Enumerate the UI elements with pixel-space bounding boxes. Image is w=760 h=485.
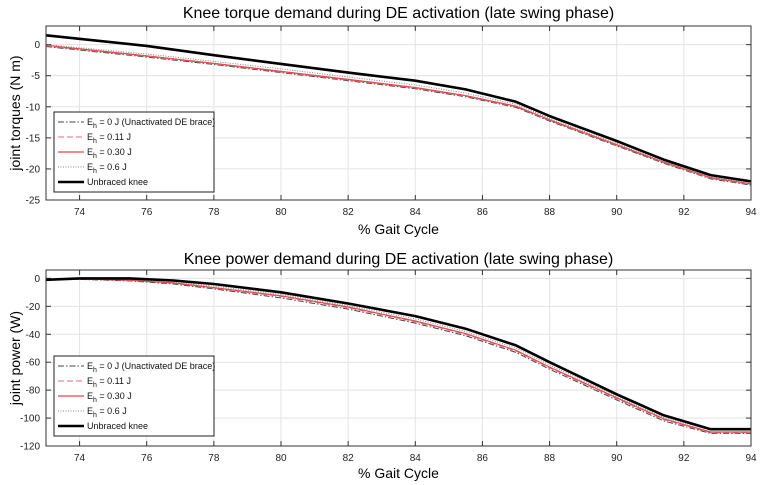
legend-rest: = 0.6 J — [97, 406, 127, 416]
legend-main: E — [87, 132, 93, 142]
legend-rest: = 0.11 J — [97, 132, 131, 142]
legend: Eh = 0 J (Unactivated DE brace)Eh = 0.11… — [53, 355, 215, 437]
y-tick-label: 0 — [34, 274, 40, 285]
legend-rest: = 0.6 J — [97, 162, 127, 172]
x-tick-label: 80 — [275, 453, 287, 464]
x-tick-label: 82 — [343, 453, 355, 464]
legend-rest: = 0.30 J — [97, 147, 132, 157]
legend-subscript: h — [93, 397, 97, 404]
y-tick-label: -80 — [26, 386, 41, 397]
legend-main: E — [87, 162, 93, 172]
y-axis-label: joint torques (N m) — [7, 55, 23, 171]
x-tick-label: 78 — [208, 453, 220, 464]
x-tick-label: 74 — [74, 207, 86, 218]
series-line-3 — [45, 44, 752, 184]
x-axis-label: % Gait Cycle — [358, 221, 439, 237]
x-tick-label: 84 — [410, 453, 422, 464]
legend-rest: = 0 J (Unactivated DE brace) — [97, 117, 215, 127]
x-tick-label: 94 — [745, 453, 757, 464]
x-axis-label: % Gait Cycle — [358, 465, 439, 481]
legend-entry-2: Eh = 0.30 J — [87, 147, 132, 160]
legend-main: Unbraced knee — [87, 421, 148, 431]
x-tick-label: 76 — [141, 453, 153, 464]
axes-frame — [45, 25, 752, 201]
y-tick-label: -20 — [26, 164, 41, 175]
chart-panel-1: 74 76 78 80 82 84 86 88 90 92 94 0 -20 -40 -60 -80 -100 -… — [7, 251, 757, 481]
x-tick-label: 82 — [343, 207, 355, 218]
legend-subscript: h — [93, 153, 97, 160]
legend-entry-0: Eh = 0 J (Unactivated DE brace) — [87, 117, 215, 130]
x-tick-label: 92 — [678, 207, 690, 218]
legend-entry-1: Eh = 0.11 J — [87, 132, 131, 145]
legend-entry-4: Unbraced knee — [87, 421, 148, 431]
legend-entry-0: Eh = 0 J (Unactivated DE brace) — [87, 361, 215, 374]
x-tick-label: 94 — [745, 207, 757, 218]
legend-rest: = 0.11 J — [97, 376, 131, 386]
legend-subscript: h — [93, 367, 97, 374]
y-tick-label: -60 — [26, 358, 41, 369]
legend-entry-2: Eh = 0.30 J — [87, 391, 132, 404]
legend-main: E — [87, 117, 93, 127]
chart-panel-0: 74 76 78 80 82 84 86 88 90 92 94 0 -5 -10 -15 -20 -25 Kne… — [7, 5, 757, 237]
legend-main: Unbraced knee — [87, 177, 148, 187]
series-line-4 — [45, 34, 752, 183]
legend-entry-3: Eh = 0.6 J — [87, 162, 127, 175]
legend-subscript: h — [93, 138, 97, 145]
y-tick-label: -10 — [26, 102, 41, 113]
x-tick-label: 88 — [544, 207, 556, 218]
legend-subscript: h — [93, 168, 97, 175]
y-tick-label: -15 — [26, 133, 41, 144]
chart-title: Knee torque demand during DE activation … — [183, 5, 614, 22]
legend-main: E — [87, 147, 93, 157]
legend: Eh = 0 J (Unactivated DE brace)Eh = 0.11… — [53, 111, 215, 193]
x-tick-label: 86 — [477, 453, 489, 464]
y-tick-label: -20 — [26, 302, 41, 313]
series-line-4 — [45, 277, 751, 431]
legend-rest: = 0.30 J — [97, 391, 132, 401]
x-tick-label: 86 — [477, 207, 489, 218]
legend-rest: = 0 J (Unactivated DE brace) — [97, 361, 215, 371]
x-tick-label: 84 — [410, 207, 422, 218]
y-tick-label: -100 — [20, 414, 40, 425]
x-tick-label: 78 — [208, 207, 220, 218]
y-tick-label: -40 — [26, 330, 41, 341]
axes-frame — [45, 269, 752, 447]
legend-main: E — [87, 361, 93, 371]
y-tick-label: 0 — [34, 40, 40, 51]
legend-main: E — [87, 406, 93, 416]
legend-entry-1: Eh = 0.11 J — [87, 376, 131, 389]
x-tick-label: 74 — [74, 453, 86, 464]
chart-title: Knee power demand during DE activation (… — [184, 251, 614, 268]
x-tick-label: 90 — [611, 453, 623, 464]
series-line-2 — [45, 44, 752, 185]
y-tick-label: -25 — [26, 196, 41, 207]
legend-main: E — [87, 376, 93, 386]
series-line-2 — [45, 278, 751, 433]
x-tick-label: 92 — [678, 453, 690, 464]
legend-subscript: h — [93, 123, 97, 130]
series-line-1 — [45, 278, 751, 434]
series-line-3 — [45, 278, 752, 431]
y-tick-label: -5 — [31, 71, 40, 82]
legend-subscript: h — [93, 382, 97, 389]
x-tick-label: 88 — [544, 453, 556, 464]
y-axis-label: joint power (W) — [7, 311, 23, 406]
y-tick-label: -120 — [20, 442, 40, 453]
legend-entry-4: Unbraced knee — [87, 177, 148, 187]
x-tick-label: 90 — [611, 207, 623, 218]
legend-main: E — [87, 391, 93, 401]
series-line-0 — [45, 278, 751, 434]
x-tick-label: 80 — [275, 207, 287, 218]
series-line-0 — [45, 46, 752, 186]
x-tick-label: 76 — [141, 207, 153, 218]
legend-entry-3: Eh = 0.6 J — [87, 406, 127, 419]
legend-subscript: h — [93, 412, 97, 419]
